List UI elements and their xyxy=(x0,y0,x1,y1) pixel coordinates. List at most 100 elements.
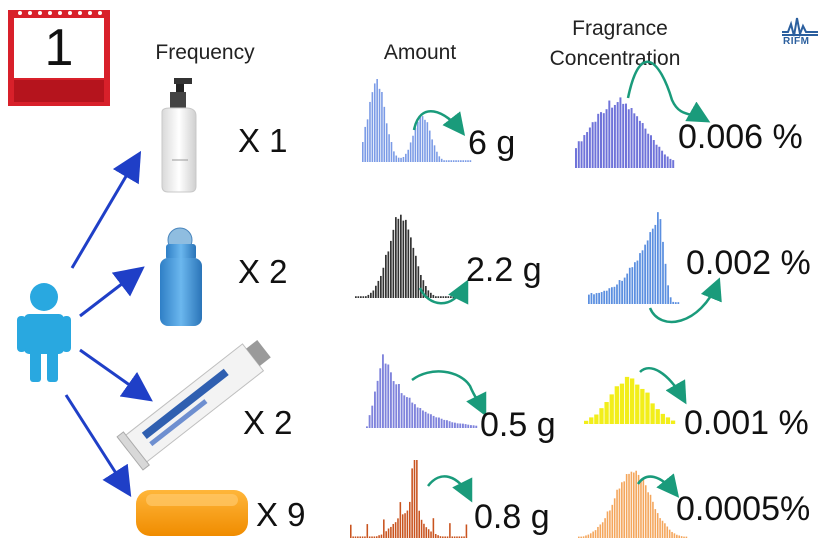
histogram-bar xyxy=(609,394,614,424)
histogram-bar xyxy=(626,273,629,304)
histogram-bar xyxy=(456,423,459,428)
histogram-bar xyxy=(376,380,379,428)
histogram-bar xyxy=(383,106,386,162)
curve-amount-toothpaste xyxy=(411,370,487,417)
histogram-bar xyxy=(662,241,664,304)
soap-bar-icon xyxy=(136,490,248,536)
histogram-bar xyxy=(619,97,622,168)
histogram-bar xyxy=(424,411,427,428)
frequency-header: Frequency xyxy=(155,41,255,64)
histogram-bar xyxy=(630,378,635,424)
histogram-bar xyxy=(446,536,449,538)
histogram-bar xyxy=(593,294,595,304)
histogram-bar xyxy=(444,536,446,538)
histogram-bar xyxy=(390,526,392,538)
amount-histogram-toothpaste xyxy=(366,354,478,428)
histogram-bar xyxy=(446,420,448,428)
histogram-bar xyxy=(633,472,635,538)
histogram-bar xyxy=(382,354,384,428)
histogram-bar xyxy=(652,501,654,538)
histogram-bar xyxy=(462,423,464,428)
amount-histogram-soap xyxy=(350,460,468,538)
histogram-bar xyxy=(371,92,374,162)
histogram-bar xyxy=(448,160,450,162)
histogram-bar xyxy=(673,533,676,538)
histogram-bar xyxy=(467,424,470,428)
histogram-bar xyxy=(392,523,395,538)
histogram-bar xyxy=(677,302,680,304)
amount-histogram-lotion xyxy=(362,79,472,162)
histogram-bar xyxy=(430,531,432,538)
histogram-bar xyxy=(400,157,402,162)
histogram-bar xyxy=(368,415,371,428)
curve-amount-lotion xyxy=(412,110,466,136)
histogram-bar xyxy=(641,250,644,304)
histogram-bar xyxy=(373,536,376,538)
histogram-bar xyxy=(604,518,606,538)
histogram-bar xyxy=(362,296,365,298)
histogram-bar xyxy=(449,523,451,538)
concentration-header-line2: Concentration xyxy=(549,47,681,70)
concentration-header-line1: Fragrance xyxy=(572,17,668,40)
histogram-bar xyxy=(419,115,421,162)
histogram-bar xyxy=(636,260,639,304)
histogram-bar xyxy=(388,134,390,162)
histogram-bar xyxy=(350,524,352,538)
histogram-bar xyxy=(355,296,357,298)
histogram-bar xyxy=(600,112,602,168)
histogram-bar xyxy=(609,510,611,538)
histogram-bar xyxy=(416,460,418,538)
histogram-bar xyxy=(594,121,597,168)
histogram-bar xyxy=(362,142,364,162)
histogram-bar xyxy=(645,392,650,424)
histogram-bar xyxy=(676,534,678,538)
histogram-bar xyxy=(371,405,374,428)
histogram-bar xyxy=(407,229,410,298)
histogram-bar xyxy=(439,536,442,538)
histogram-bar xyxy=(433,145,436,162)
histogram-bar xyxy=(577,141,580,168)
histogram-bar xyxy=(364,126,366,162)
histogram-bar xyxy=(635,470,637,538)
histogram-bar xyxy=(438,417,440,428)
histogram-bar xyxy=(634,262,636,304)
histogram-bar xyxy=(371,536,373,538)
histogram-bar xyxy=(606,511,609,538)
histogram-bar xyxy=(402,220,405,298)
histogram-bar xyxy=(450,160,453,162)
histogram-bar xyxy=(651,228,654,304)
histogram-bar xyxy=(425,527,428,538)
histogram-bar xyxy=(414,127,417,162)
histogram-bar xyxy=(585,535,587,538)
histogram-bar xyxy=(368,536,371,538)
histogram-bar xyxy=(435,296,437,298)
histogram-bar xyxy=(417,266,420,298)
histogram-bar xyxy=(660,413,665,424)
histogram-bar xyxy=(644,128,647,168)
histogram-bar xyxy=(680,536,683,538)
roll-on-deodorant-icon xyxy=(160,227,202,326)
histogram-bar xyxy=(582,536,585,538)
histogram-bar xyxy=(400,393,403,428)
histogram-bar xyxy=(405,219,407,298)
histogram-bar xyxy=(395,217,397,298)
histogram-bar xyxy=(361,536,364,538)
histogram-bar xyxy=(378,88,381,162)
histogram-bar xyxy=(397,218,400,298)
rifm-logo-text: RIFM xyxy=(783,36,810,47)
histogram-bar xyxy=(418,510,420,538)
curve-amount-soap xyxy=(427,475,473,503)
histogram-bar xyxy=(618,280,621,304)
histogram-bar xyxy=(360,296,362,298)
histogram-bar xyxy=(387,364,390,428)
curve-conc-rollon xyxy=(648,277,722,324)
histogram-bar xyxy=(625,474,628,538)
histogram-bar xyxy=(611,504,614,538)
histogram-bar xyxy=(611,107,614,168)
histogram-bar xyxy=(376,79,378,162)
histogram-bar xyxy=(464,424,467,428)
histogram-bar xyxy=(460,160,462,162)
histogram-bar xyxy=(424,119,426,162)
histogram-bar xyxy=(672,301,675,304)
histogram-bar xyxy=(616,102,619,168)
